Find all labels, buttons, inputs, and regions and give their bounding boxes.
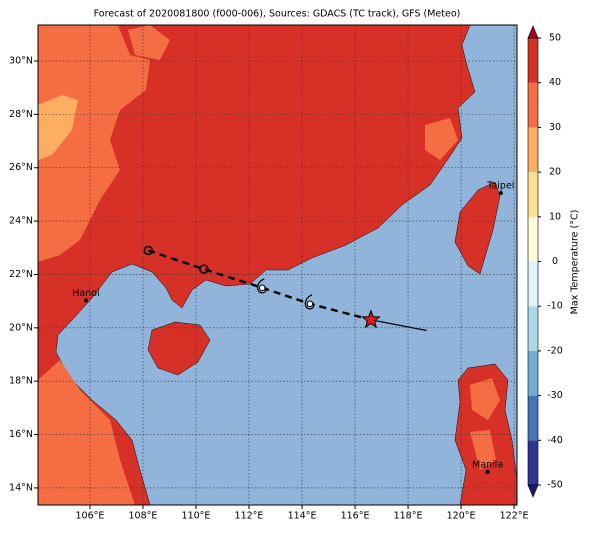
x-tick-label: 112°E xyxy=(235,511,264,522)
y-tick-label: 28°N xyxy=(9,109,33,120)
x-tick-label: 108°E xyxy=(129,511,158,522)
title: Forecast of 2020081800 (f000-006), Sourc… xyxy=(94,9,461,20)
colorbar-band xyxy=(528,172,538,217)
y-tick-label: 16°N xyxy=(9,429,33,440)
track-point xyxy=(143,245,154,256)
land-warm-area xyxy=(38,360,135,505)
x-tick-label: 110°E xyxy=(182,511,211,522)
x-tick-label: 106°E xyxy=(76,511,105,522)
colorbar-tick-label: 50 xyxy=(549,33,561,44)
y-tick-label: 14°N xyxy=(9,482,33,493)
city-label: Hanoi xyxy=(72,288,99,299)
hainan xyxy=(147,321,211,376)
city-dot xyxy=(485,469,490,474)
colorbar-tick-label: -20 xyxy=(547,345,563,356)
colorbar-tick-label: -10 xyxy=(547,301,563,312)
land-mild-area xyxy=(38,95,78,160)
track-point xyxy=(306,300,314,308)
y-tick-label: 24°N xyxy=(9,216,33,227)
colorbar-tick-label: 20 xyxy=(549,167,561,178)
land-warm-area xyxy=(128,25,170,60)
city-label: Manila xyxy=(472,459,503,470)
x-tick-label: 120°E xyxy=(447,511,476,522)
city-label: Taipei xyxy=(486,181,514,192)
city-dot xyxy=(83,298,88,303)
colorbar-extend-top xyxy=(527,25,539,39)
y-tick-label: 20°N xyxy=(9,322,33,333)
track-point xyxy=(199,264,209,274)
colorbar-tick-label: -50 xyxy=(547,480,563,491)
colorbar-frame xyxy=(527,37,539,486)
colorbar-tick-label: -30 xyxy=(547,390,563,401)
colorbar-band xyxy=(528,350,538,396)
colorbar-tick-label: 30 xyxy=(549,122,561,133)
x-tick-label: 116°E xyxy=(341,511,370,522)
colorbar-band xyxy=(528,127,538,173)
mainland xyxy=(38,25,476,505)
colorbar-band xyxy=(528,216,538,262)
map-frame xyxy=(37,24,518,506)
colorbar-tick-label: 10 xyxy=(549,211,561,222)
y-tick-label: 22°N xyxy=(9,269,33,280)
x-tick-label: 122°E xyxy=(500,511,529,522)
city-dot xyxy=(498,191,503,196)
current-position xyxy=(361,309,381,329)
colorbar-extend-bottom xyxy=(527,484,539,498)
land-warm-area xyxy=(470,430,496,470)
colorbar-band xyxy=(528,440,538,485)
colorbar-band xyxy=(528,395,538,441)
x-tick-label: 114°E xyxy=(288,511,317,522)
y-tick-label: 18°N xyxy=(9,376,33,387)
colorbar-label: Max Temperature (°C) xyxy=(570,210,581,315)
colorbar-band xyxy=(528,82,538,128)
y-tick-label: 30°N xyxy=(9,56,33,67)
colorbar-band xyxy=(528,261,538,307)
land-warm-area xyxy=(470,378,500,420)
land-warm-area xyxy=(38,25,150,262)
taiwan xyxy=(454,181,501,275)
colorbar-tick-label: -40 xyxy=(547,435,563,446)
colorbar-band xyxy=(528,306,538,351)
y-tick-label: 26°N xyxy=(9,162,33,173)
colorbar-band xyxy=(528,38,538,83)
land-warm-area xyxy=(425,118,458,160)
track-point xyxy=(258,284,266,292)
track-forecast xyxy=(370,319,427,332)
colorbar-tick-label: 0 xyxy=(552,256,558,267)
colorbar-tick-label: 40 xyxy=(549,77,561,88)
map-area: Hanoi Taipei Manila xyxy=(38,25,517,505)
x-tick-label: 118°E xyxy=(394,511,423,522)
track-past xyxy=(147,249,372,321)
